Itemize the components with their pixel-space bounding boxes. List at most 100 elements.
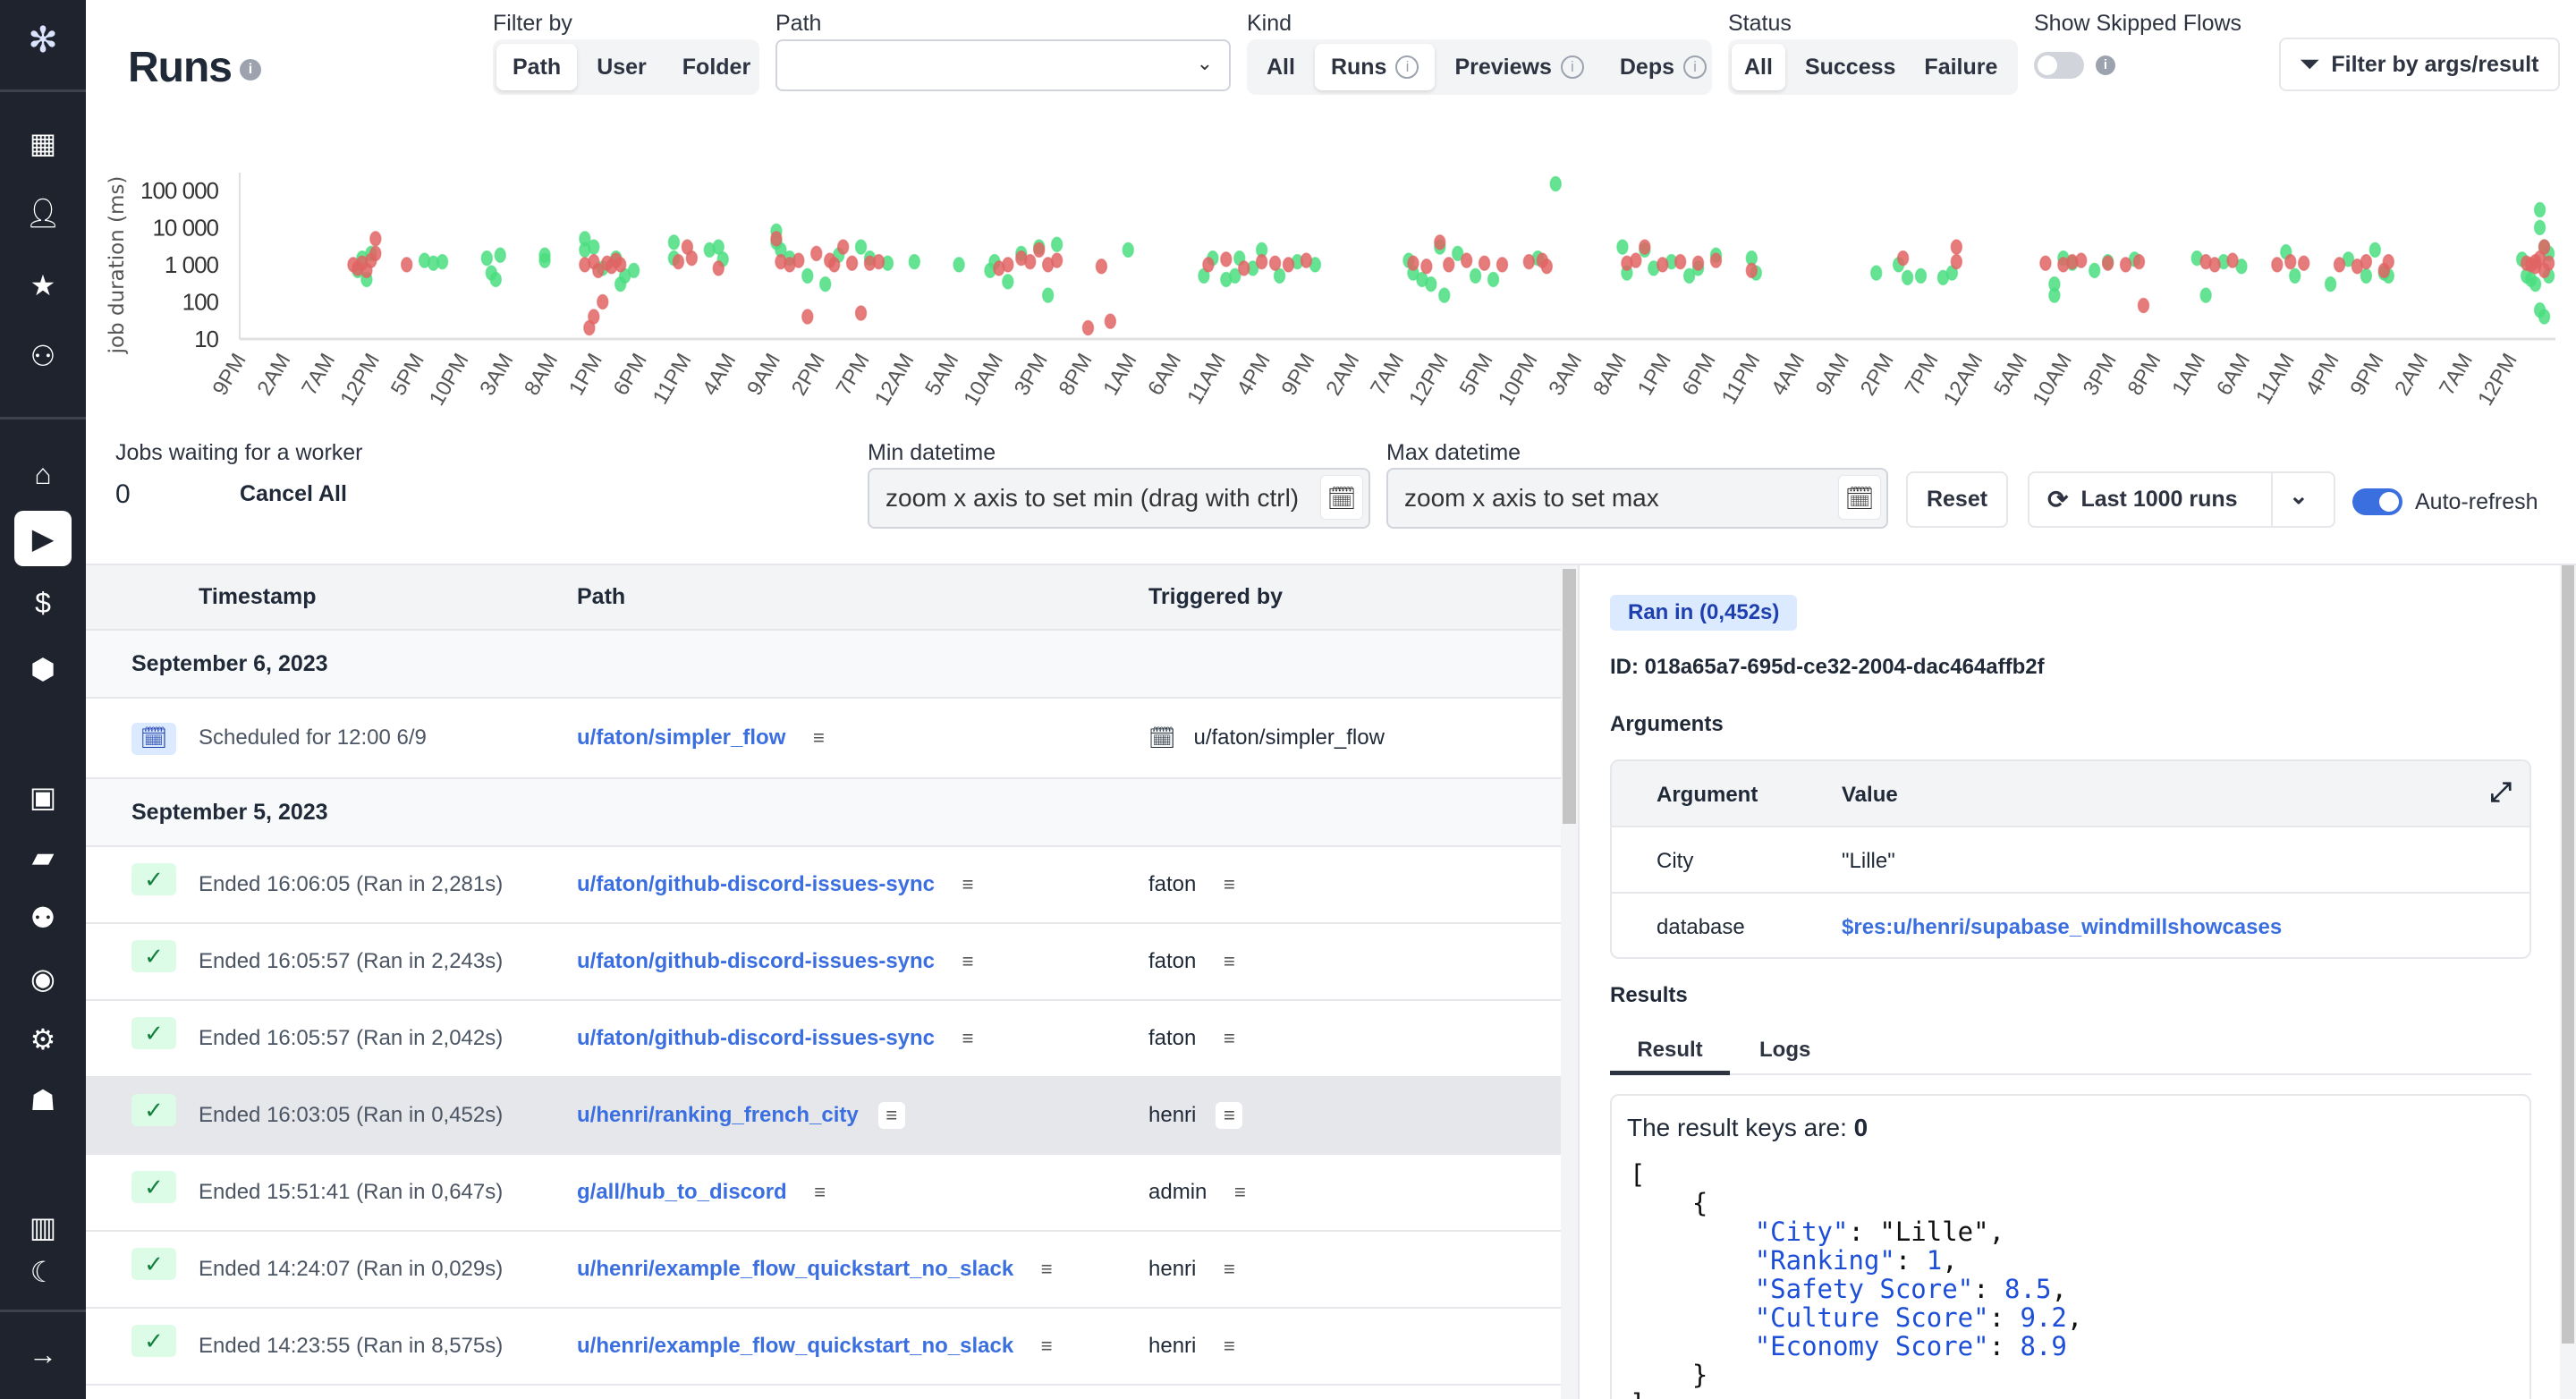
home-icon[interactable]: ⌂ xyxy=(34,458,52,490)
job-duration-scatter-chart[interactable]: job duration (ms) 10 100 1 000 10 000 100 000… xyxy=(86,152,2576,420)
row-path-link[interactable]: u/henri/ranking_french_city xyxy=(577,1103,859,1127)
filter-by-folder[interactable]: Folder xyxy=(682,54,751,80)
dollar-icon[interactable]: $ xyxy=(35,587,51,619)
last-runs-label: Last 1000 runs xyxy=(2080,487,2238,512)
kind-label: Kind xyxy=(1247,11,1292,36)
kind-previews[interactable]: Previews i xyxy=(1438,44,1599,90)
table-row[interactable]: ✓ Ended 15:51:41 (Ran in 0,647s) g/all/h… xyxy=(86,1155,1561,1232)
page-title: Runs xyxy=(128,44,233,91)
moon-icon[interactable]: ☾ xyxy=(30,1256,56,1288)
filter-by-args-button[interactable]: ⏷ Filter by args/result xyxy=(2279,38,2560,91)
table-row[interactable]: ✓ Ended 14:23:55 (Ran in 8,575s) u/henri… xyxy=(86,1309,1561,1386)
info-icon[interactable]: i xyxy=(240,59,261,81)
success-run-point xyxy=(1914,267,1928,284)
kind-runs[interactable]: Runs i xyxy=(1314,44,1436,90)
failure-run-point xyxy=(2333,257,2346,273)
resource-link[interactable]: $res:u/henri/supabase_windmillshowcases xyxy=(1842,915,2283,939)
filter-icon[interactable]: ≡ xyxy=(962,1027,974,1049)
auto-refresh-toggle[interactable] xyxy=(2352,488,2402,515)
calendar-icon[interactable]: ▣ xyxy=(29,781,57,813)
filter-icon[interactable]: ≡ xyxy=(1223,873,1235,895)
table-row[interactable]: ✓ Ended 16:05:57 (Ran in 2,243s) u/faton… xyxy=(86,924,1561,1001)
filter-icon[interactable]: ≡ xyxy=(962,873,974,895)
path-select[interactable]: ⌄ xyxy=(775,39,1231,91)
scrollbar-track[interactable] xyxy=(2560,565,2576,1399)
filter-icon[interactable]: ≡ xyxy=(1223,1027,1235,1049)
folder-icon[interactable]: ▰ xyxy=(31,841,55,873)
success-run-point xyxy=(1122,242,1135,259)
filter-icon[interactable]: ≡ xyxy=(962,950,974,972)
last-runs-button[interactable]: ⟳ Last 1000 runs ⌄ xyxy=(2028,471,2335,528)
cancel-all-button[interactable]: Cancel All xyxy=(240,481,347,506)
min-datetime-input[interactable]: zoom x axis to set min (drag with ctrl) … xyxy=(868,468,1370,529)
scrollbar-thumb[interactable] xyxy=(1563,569,1576,824)
reset-button[interactable]: Reset xyxy=(1906,471,2008,528)
eye-icon[interactable]: ◉ xyxy=(30,962,55,995)
filter-icon[interactable]: ≡ xyxy=(1216,1102,1243,1129)
gear-icon[interactable]: ⚙ xyxy=(30,1023,56,1056)
groups-icon[interactable]: ⚉ xyxy=(30,902,56,934)
users-icon[interactable]: ⚇ xyxy=(30,340,56,372)
check-icon: ✓ xyxy=(131,1017,176,1049)
row-path-link[interactable]: u/faton/github-discord-issues-sync xyxy=(577,1026,936,1050)
kind-all[interactable]: All xyxy=(1250,44,1311,90)
row-path-link[interactable]: u/faton/github-discord-issues-sync xyxy=(577,949,936,973)
min-datetime-placeholder: zoom x axis to set min (drag with ctrl) xyxy=(886,484,1300,512)
failure-run-point xyxy=(1081,319,1095,336)
user-icon[interactable]: 👤︎ xyxy=(24,197,62,229)
x-tick-label: 4PM xyxy=(1233,350,1275,400)
tab-result[interactable]: Result xyxy=(1610,1038,1730,1075)
filter-icon[interactable]: ≡ xyxy=(812,726,825,749)
book-icon[interactable]: ▥ xyxy=(29,1211,57,1243)
filter-icon[interactable]: ≡ xyxy=(877,1102,905,1129)
table-row[interactable]: ✓ Ended 16:06:05 (Ran in 2,281s) u/faton… xyxy=(86,847,1561,924)
table-row[interactable]: ✓ Ended 16:05:57 (Ran in 2,042s) u/faton… xyxy=(86,1001,1561,1078)
star-icon[interactable]: ★ xyxy=(30,269,56,301)
building-icon[interactable]: ▦ xyxy=(29,127,57,159)
status-success[interactable]: Success xyxy=(1804,54,1896,80)
success-run-point xyxy=(2538,309,2551,325)
filter-icon[interactable]: ≡ xyxy=(1233,1181,1246,1203)
calendar-icon[interactable]: 🗓︎ xyxy=(1320,475,1363,520)
row-path-link[interactable]: u/faton/simpler_flow xyxy=(577,725,786,750)
arrow-right-icon[interactable]: → xyxy=(29,1338,57,1370)
filter-icon[interactable]: ≡ xyxy=(1223,1258,1235,1280)
filter-icon[interactable]: ≡ xyxy=(1040,1258,1053,1280)
table-row[interactable]: ✓ Ended 16:03:05 (Ran in 0,452s) u/henri… xyxy=(86,1078,1561,1155)
success-run-point xyxy=(1002,274,1014,290)
chevron-down-icon[interactable]: ⌄ xyxy=(2289,482,2309,509)
bot-icon[interactable]: ☗ xyxy=(30,1084,56,1116)
table-row[interactable]: ✓ Ended 14:24:07 (Ran in 0,029s) u/henri… xyxy=(86,1232,1561,1309)
success-run-point xyxy=(2199,287,2212,303)
calendar-icon[interactable]: 🗓︎ xyxy=(1838,475,1881,520)
filter-by-path[interactable]: Path xyxy=(496,44,578,90)
sidebar-item-runs-active[interactable] xyxy=(14,511,72,566)
filter-icon[interactable]: ≡ xyxy=(1223,950,1235,972)
filter-by-user[interactable]: User xyxy=(597,54,647,80)
row-path-link[interactable]: u/faton/github-discord-issues-sync xyxy=(577,872,936,896)
date-group-row: September 5, 2023 xyxy=(86,779,1561,847)
status-all[interactable]: All xyxy=(1732,44,1785,90)
success-run-point xyxy=(1050,236,1063,253)
sidebar-divider xyxy=(0,1310,86,1312)
filter-icon[interactable]: ≡ xyxy=(814,1181,826,1203)
cubes-icon[interactable]: ⬢ xyxy=(30,653,55,685)
filter-icon[interactable]: ≡ xyxy=(1223,1335,1235,1357)
info-icon[interactable]: i xyxy=(2096,55,2115,75)
show-skipped-toggle[interactable] xyxy=(2034,52,2084,79)
windmill-logo-icon[interactable]: ✻ xyxy=(28,21,58,60)
row-path-link[interactable]: u/henri/example_flow_quickstart_no_slack xyxy=(577,1334,1014,1358)
play-icon[interactable]: ▶ xyxy=(31,522,55,555)
filter-icon[interactable]: ≡ xyxy=(1040,1335,1053,1357)
row-path-link[interactable]: g/all/hub_to_discord xyxy=(577,1180,787,1204)
expand-icon[interactable]: ⤢ xyxy=(2490,777,2512,807)
success-run-point xyxy=(1616,239,1629,255)
table-row[interactable]: 🗓︎ Scheduled for 12:00 6/9 u/faton/simpl… xyxy=(86,699,1561,779)
status-failure[interactable]: Failure xyxy=(1924,54,1998,80)
kind-deps[interactable]: Deps i xyxy=(1604,44,1723,90)
tab-logs[interactable]: Logs xyxy=(1759,1038,1811,1062)
scrollbar-track[interactable] xyxy=(1561,565,1578,1399)
row-path-link[interactable]: u/henri/example_flow_quickstart_no_slack xyxy=(577,1257,1014,1281)
max-datetime-input[interactable]: zoom x axis to set max 🗓︎ xyxy=(1386,468,1888,529)
scrollbar-thumb[interactable] xyxy=(2562,565,2574,1344)
